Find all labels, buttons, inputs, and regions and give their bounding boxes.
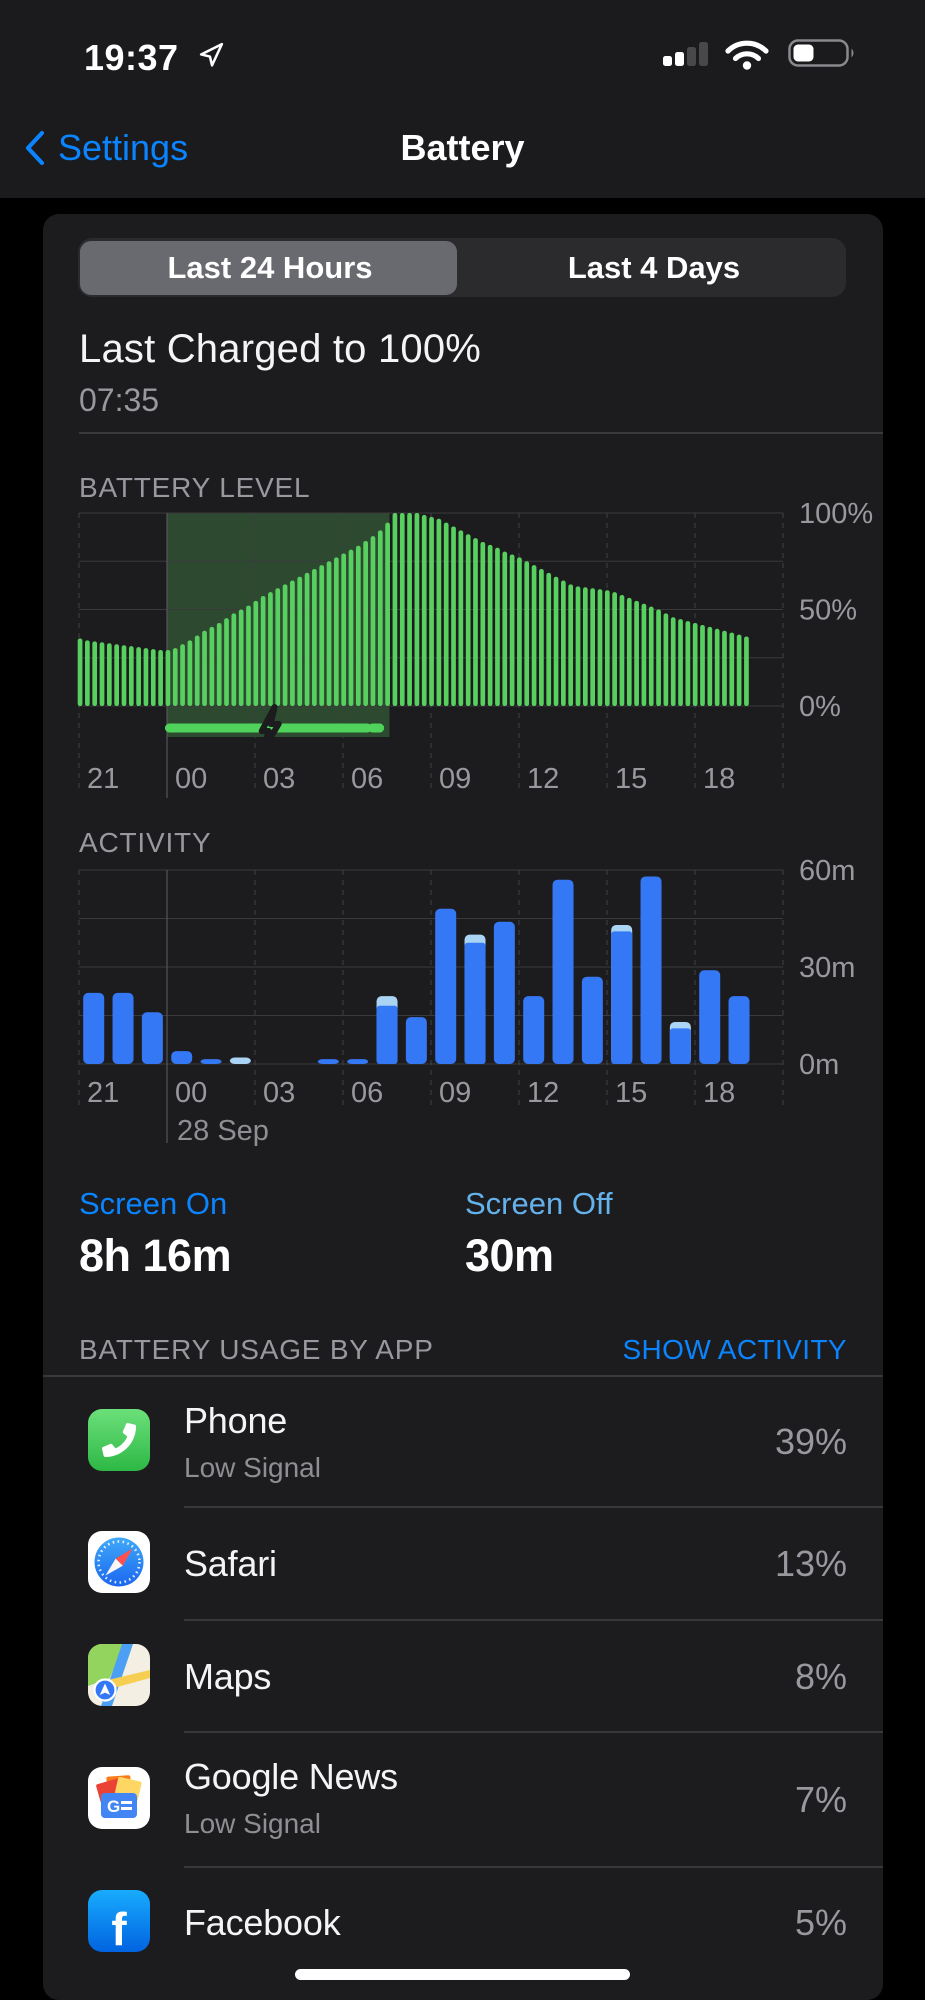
show-activity-link[interactable]: SHOW ACTIVITY [622, 1334, 847, 1365]
battery-level-header: BATTERY LEVEL [79, 472, 311, 503]
screen-off-value: 30m [465, 1230, 554, 1281]
battery-card: Last 24 Hours Last 4 Days Last Charged t… [43, 214, 883, 2000]
svg-text:21: 21 [87, 1077, 119, 1109]
svg-text:03: 03 [263, 763, 295, 795]
screen-off-label: Screen Off [465, 1186, 613, 1221]
svg-text:21: 21 [87, 763, 119, 795]
back-button[interactable]: Settings [24, 126, 284, 170]
safari-icon [88, 1531, 150, 1593]
app-row-safari[interactable]: Safari 13% [43, 1506, 883, 1619]
svg-text:00: 00 [175, 1077, 207, 1109]
svg-text:50%: 50% [799, 595, 857, 627]
battery-status-icon [788, 39, 854, 67]
svg-text:0%: 0% [799, 691, 841, 723]
usage-section-header: BATTERY USAGE BY APP [79, 1334, 434, 1365]
back-chevron-icon [25, 130, 45, 166]
svg-text:G: G [107, 1797, 120, 1816]
maps-icon [88, 1644, 150, 1706]
last-charged-title: Last Charged to 100% [79, 327, 482, 371]
google-news-icon: G [88, 1767, 150, 1829]
svg-text:09: 09 [439, 1077, 471, 1109]
back-label: Settings [58, 127, 189, 168]
svg-text:09: 09 [439, 763, 471, 795]
app-percent: 39% [774, 1421, 847, 1462]
divider [184, 1619, 883, 1621]
last-charged-time: 07:35 [79, 382, 160, 418]
svg-text:06: 06 [351, 763, 383, 795]
svg-text:100%: 100% [799, 500, 873, 530]
app-name: Safari [184, 1543, 277, 1584]
app-row-phone[interactable]: Phone Low Signal 39% [43, 1375, 883, 1506]
app-percent: 7% [794, 1779, 847, 1820]
wifi-icon [725, 40, 769, 70]
svg-text:0m: 0m [799, 1049, 839, 1081]
activity-chart: 60m 30m 0m 21 00 03 06 09 12 15 18 28 Sep [78, 855, 855, 1147]
svg-text:12: 12 [527, 763, 559, 795]
home-indicator[interactable] [295, 1969, 630, 1980]
page-title: Battery [400, 127, 525, 168]
activity-header: ACTIVITY [79, 827, 212, 858]
app-name: Facebook [184, 1902, 341, 1943]
svg-text:15: 15 [615, 1077, 647, 1109]
svg-text:00: 00 [175, 763, 207, 795]
divider [184, 1866, 883, 1868]
app-subtitle: Low Signal [184, 1452, 321, 1483]
divider [184, 1731, 883, 1733]
cellular-signal-icon [663, 42, 708, 66]
svg-text:12: 12 [527, 1077, 559, 1109]
facebook-icon: f [88, 1890, 150, 1952]
location-arrow-icon [199, 42, 224, 67]
svg-text:30m: 30m [799, 952, 855, 984]
app-row-facebook[interactable]: f Facebook 5% [43, 1866, 883, 2000]
app-subtitle: Low Signal [184, 1808, 321, 1839]
battery-level-chart: 100% 50% 0% 21 00 03 06 09 12 15 18 [77, 500, 873, 798]
svg-text:18: 18 [703, 763, 735, 795]
phone-icon [88, 1409, 150, 1471]
status-nav-bar [0, 0, 925, 198]
svg-text:15: 15 [615, 763, 647, 795]
app-percent: 13% [774, 1543, 847, 1584]
app-name: Google News [184, 1756, 398, 1797]
screen-on-label: Screen On [79, 1186, 228, 1221]
screen-on-value: 8h 16m [79, 1230, 232, 1281]
tab-last-4-days[interactable]: Last 4 Days [567, 249, 741, 285]
date-label: 28 Sep [177, 1115, 269, 1147]
svg-text:60m: 60m [799, 855, 855, 887]
svg-text:18: 18 [703, 1077, 735, 1109]
app-row-google-news[interactable]: G Google News Low Signal 7% [43, 1731, 883, 1866]
divider [79, 432, 883, 434]
status-time: 19:37 [84, 37, 179, 78]
svg-text:06: 06 [351, 1077, 383, 1109]
list-top-divider [43, 1375, 883, 1377]
tab-last-24-hours[interactable]: Last 24 Hours [167, 249, 373, 285]
divider [184, 1506, 883, 1508]
app-percent: 8% [794, 1656, 847, 1697]
app-name: Phone [184, 1400, 288, 1441]
lightning-bolt-icon [258, 704, 282, 752]
segment-selected-background [80, 240, 457, 295]
app-name: Maps [184, 1656, 272, 1697]
app-percent: 5% [794, 1902, 847, 1943]
app-row-maps[interactable]: Maps 8% [43, 1619, 883, 1731]
svg-text:03: 03 [263, 1077, 295, 1109]
